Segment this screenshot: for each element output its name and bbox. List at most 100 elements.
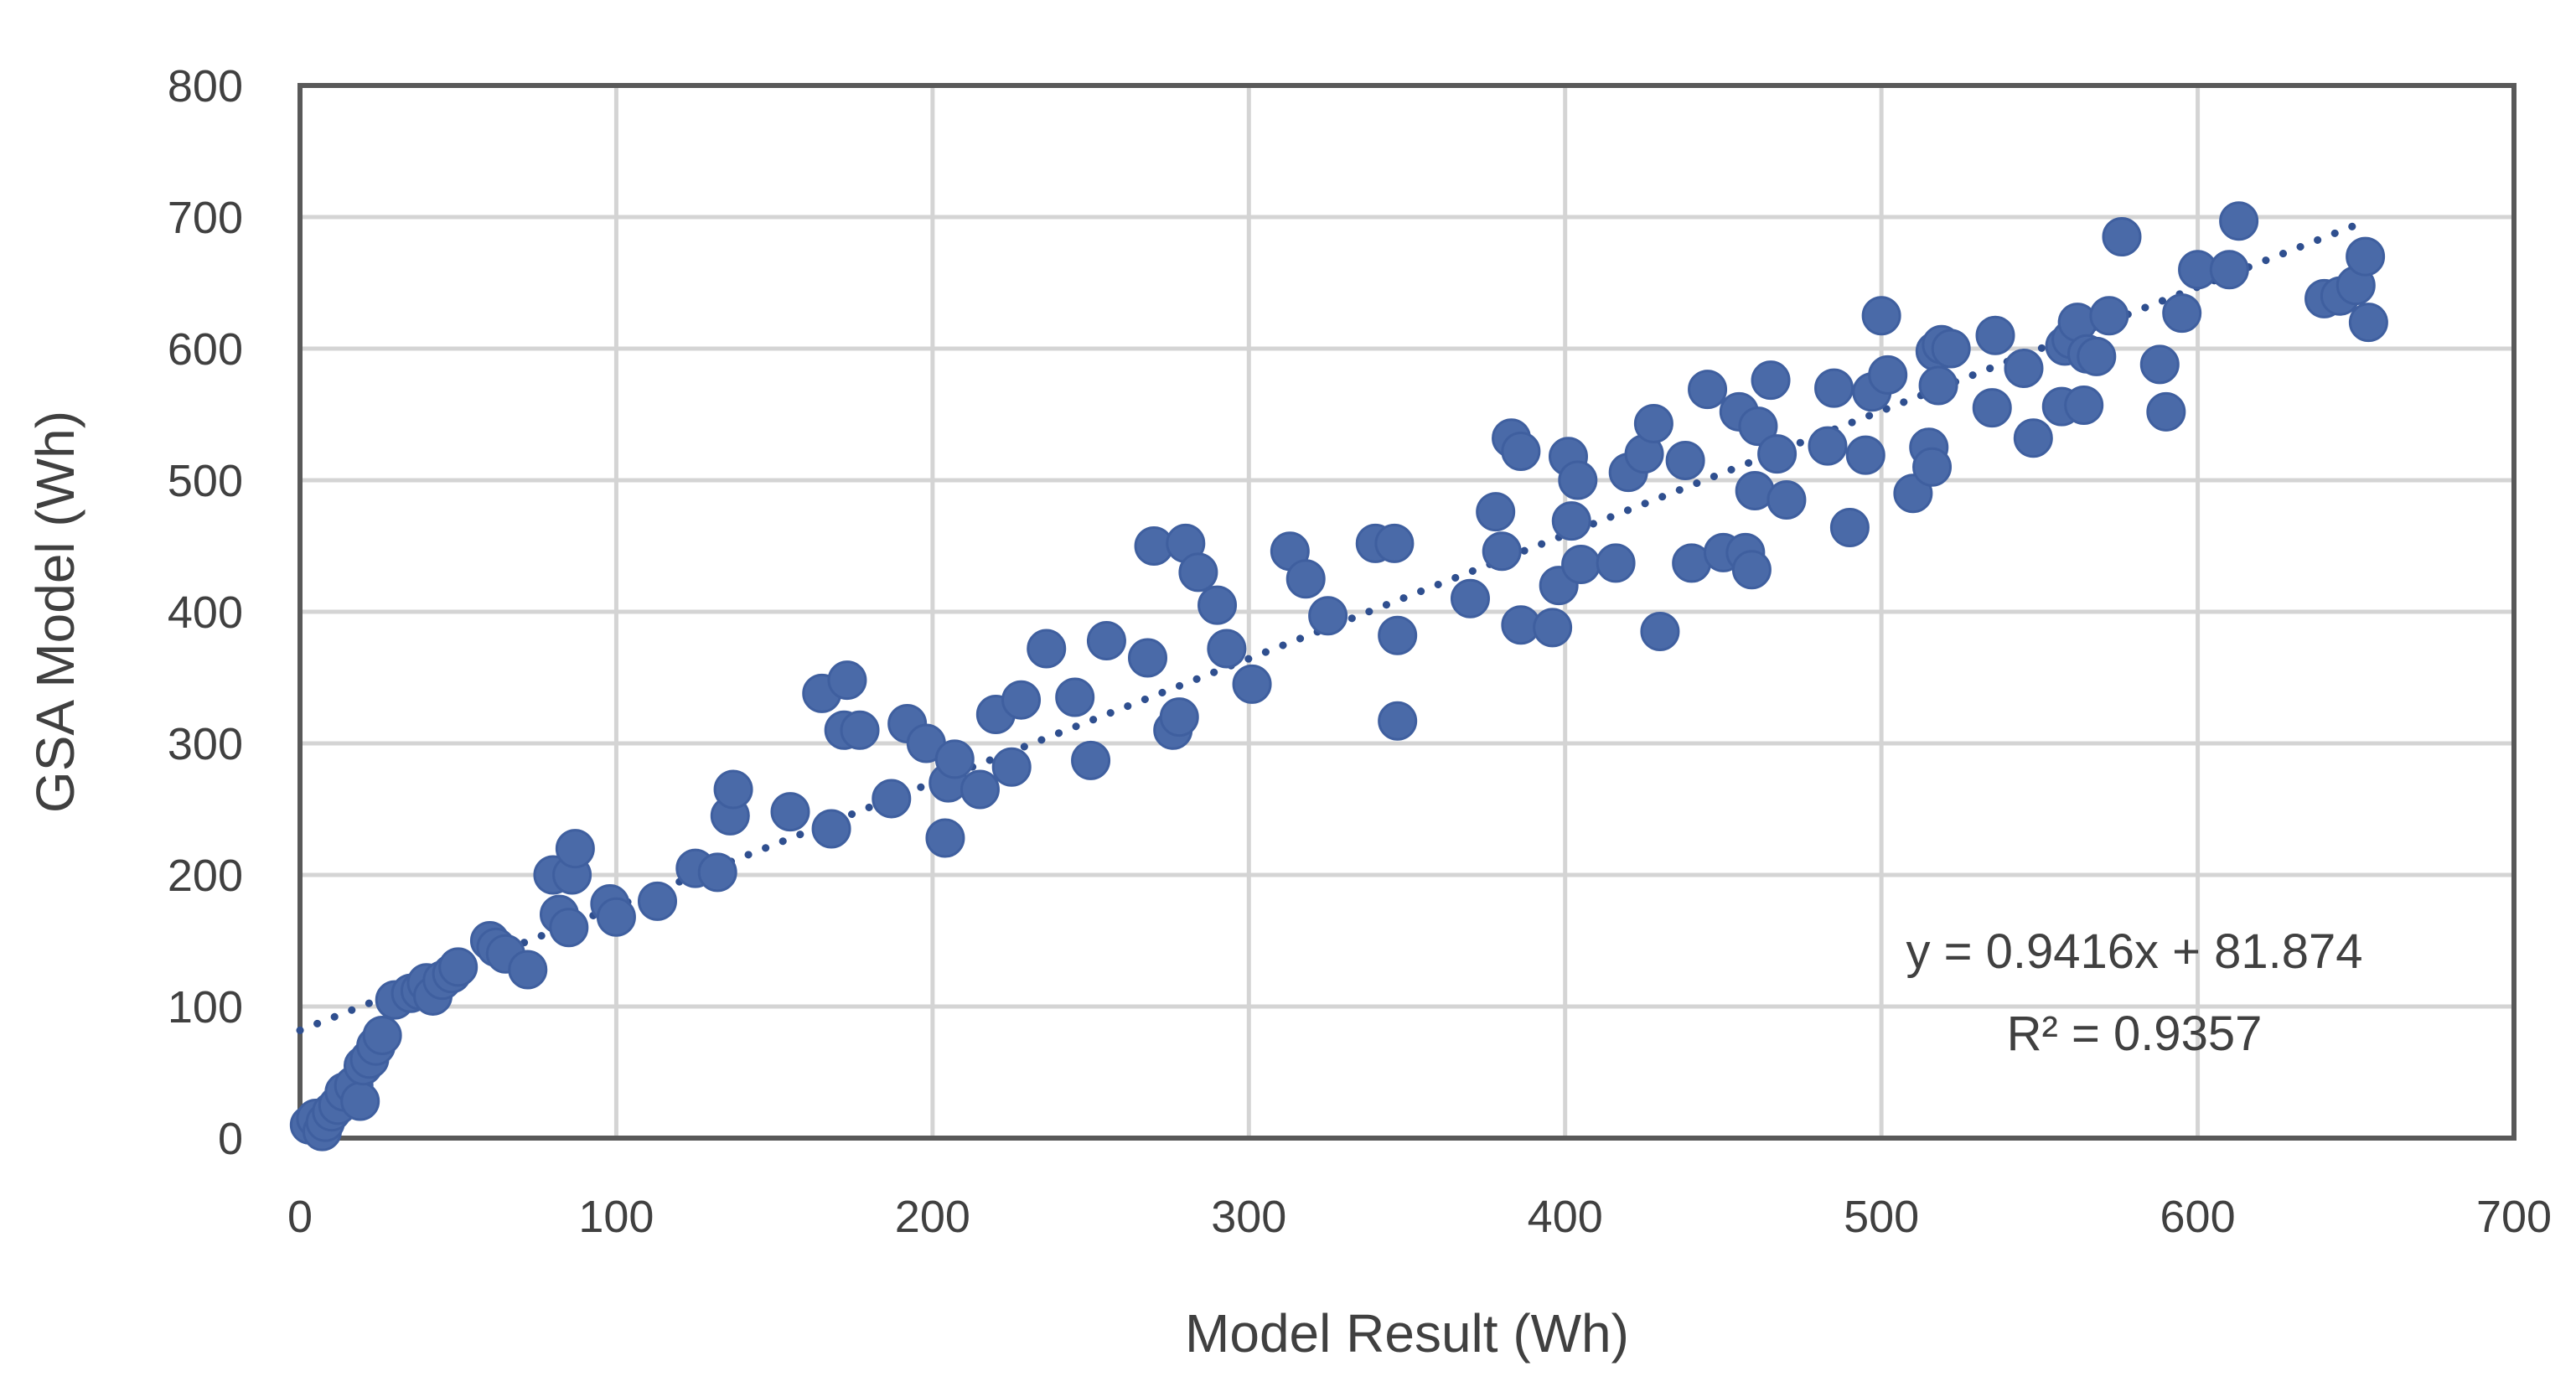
data-point [1378,615,1418,655]
data-point [1308,596,1348,636]
data-point [1561,544,1601,584]
data-point [1845,435,1885,475]
data-point [2139,344,2180,385]
data-point [1738,406,1778,447]
data-point [1640,612,1680,652]
data-point [960,769,1000,810]
y-tick-label: 700 [168,193,243,243]
data-point [770,792,810,832]
data-point [549,908,589,948]
x-tick-label: 700 [2476,1192,2552,1242]
data-point [362,1016,402,1056]
data-point [2346,236,2386,277]
data-point [1829,508,1870,548]
data-point [2089,296,2129,336]
plot-area-border [297,83,2517,1141]
data-point [1861,296,1901,336]
data-point [1757,434,1798,474]
data-point [596,897,636,937]
data-point [1086,621,1126,661]
data-point [1476,492,1516,532]
data-point [2004,349,2044,389]
data-point [934,739,975,779]
data-point [2146,391,2186,432]
data-point [1751,360,1791,401]
x-axis-title: Model Result (Wh) [1185,1303,1629,1364]
x-tick-label: 500 [1844,1192,1919,1242]
data-point [1596,543,1636,583]
data-point [1558,460,1598,500]
x-tick-label: 200 [895,1192,970,1242]
y-tick-label: 300 [168,719,243,769]
data-point [1808,426,1848,466]
data-point [1055,677,1095,717]
data-point [2162,293,2202,334]
data-point [1972,388,2012,428]
trendline-equation: y = 0.9416x + 81.874 [1906,924,2363,979]
data-point [2219,201,2259,241]
data-point [713,769,753,810]
data-point [637,881,677,921]
data-point [840,710,880,750]
data-point [2013,418,2053,458]
data-point [1450,578,1490,618]
data-point [508,950,548,990]
data-point [438,947,478,987]
y-tick-label: 100 [168,982,243,1032]
data-point [1285,559,1326,599]
data-point [340,1081,380,1121]
data-point [1912,447,1953,487]
axis-tick-labels: 0 100 200 300 400 500 600 700 0 100 200 300 400 500 60… [168,61,2552,1242]
data-point [811,809,851,849]
data-point [1633,403,1673,443]
y-tick-label: 800 [168,61,243,111]
y-tick-label: 200 [168,851,243,901]
data-point [1197,585,1238,625]
x-tick-label: 0 [287,1192,313,1242]
y-tick-label: 500 [168,456,243,506]
data-point [1027,629,1067,669]
data-point [1731,550,1772,590]
data-point [1918,365,1958,406]
y-tick-label: 400 [168,587,243,638]
data-point [827,660,867,701]
y-axis-title: GSA Model (Wh) [25,411,85,813]
data-point [1766,480,1807,520]
data-point [1001,680,1042,720]
data-point [1207,629,1247,669]
data-point [1232,664,1272,704]
data-point [1868,355,1908,395]
data-point [1128,638,1168,678]
data-point [1178,552,1218,593]
data-point [1071,740,1111,780]
data-point [991,747,1032,787]
data-point [1378,701,1418,741]
data-point [2348,303,2388,343]
data-points [289,201,2388,1152]
data-point [1374,523,1415,563]
y-tick-label: 0 [218,1114,243,1164]
data-point [1688,370,1728,410]
data-point [2077,336,2117,376]
data-point [1551,501,1591,541]
data-point [1665,440,1705,480]
data-point [1975,315,2015,355]
data-point [697,852,737,893]
data-point [1159,697,1199,737]
x-tick-label: 400 [1528,1192,1603,1242]
x-tick-label: 600 [2160,1192,2236,1242]
data-point [1814,368,1854,408]
x-tick-label: 300 [1211,1192,1286,1242]
data-point [1931,329,1971,369]
y-tick-label: 600 [168,324,243,375]
data-point [1482,531,1522,572]
data-point [1533,608,1573,648]
x-tick-label: 100 [578,1192,654,1242]
trendline-r-squared: R² = 0.9357 [2007,1007,2263,1061]
data-point [2209,250,2249,290]
data-point [555,829,595,869]
data-point [872,779,912,819]
data-point [925,818,965,858]
